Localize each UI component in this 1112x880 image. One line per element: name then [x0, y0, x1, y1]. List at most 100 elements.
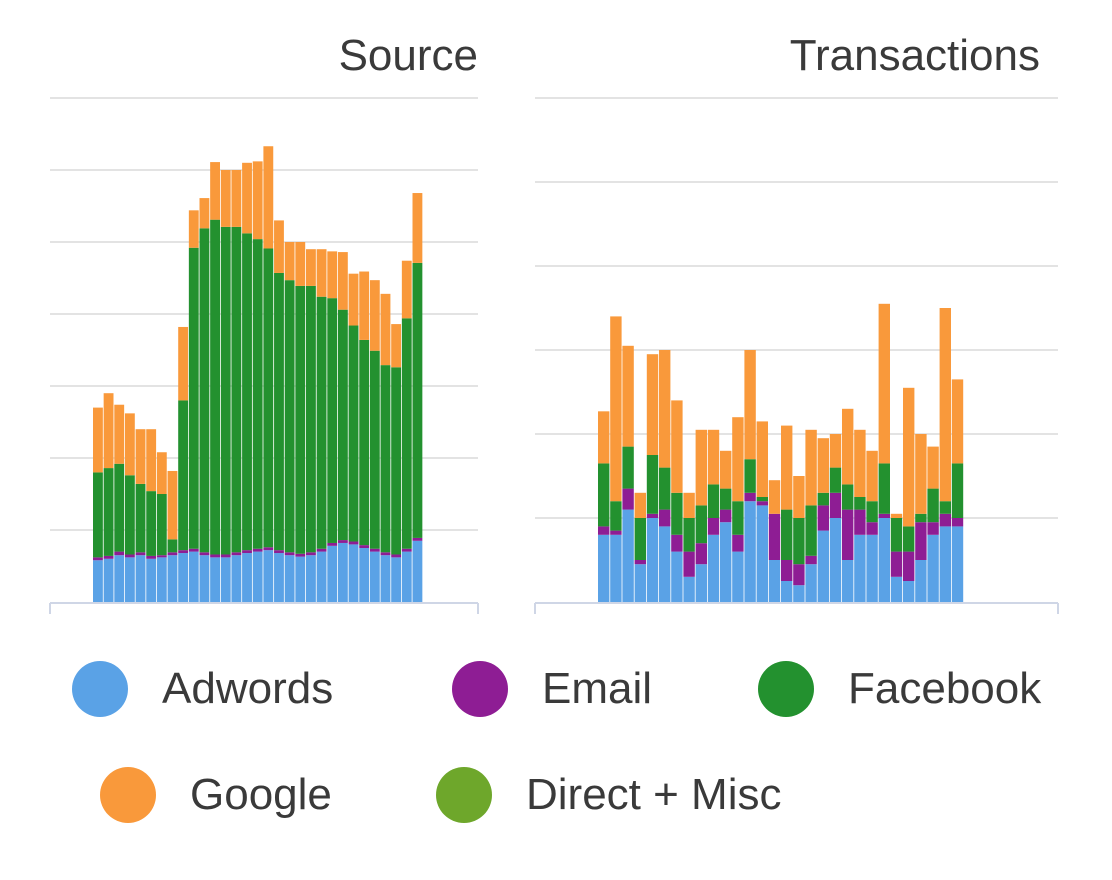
transactions-bar-email — [659, 509, 671, 527]
transactions-bar-facebook — [695, 505, 707, 544]
transactions-bar-google — [768, 480, 781, 514]
transactions-bar-google — [732, 417, 744, 502]
legend-item-adwords[interactable]: Adwords — [72, 654, 333, 724]
source-bar-email — [412, 537, 423, 541]
source-bar-adwords — [369, 551, 380, 602]
source-bar-google — [135, 429, 146, 484]
transactions-bar-email — [634, 560, 646, 565]
source-bar-adwords — [284, 555, 295, 602]
transactions-bar-adwords — [915, 560, 927, 602]
source-bar-facebook — [306, 285, 316, 553]
transactions-bar-google — [878, 303, 890, 464]
transactions-bar-google — [890, 513, 903, 518]
source-bar-facebook — [252, 239, 263, 549]
source-bar-adwords — [327, 545, 338, 602]
transactions-bar-google — [939, 308, 951, 502]
source-bar-email — [401, 548, 412, 552]
source-bar-facebook — [359, 339, 370, 546]
transactions-bar-google — [915, 434, 927, 514]
transactions-bar-google — [634, 492, 646, 518]
transactions-bar-adwords — [781, 581, 793, 602]
transactions-bar-adwords — [659, 526, 671, 602]
source-bar-google — [252, 161, 263, 240]
transactions-bar-facebook — [671, 492, 683, 535]
source-bar-adwords — [252, 551, 263, 602]
transactions-bar-email — [951, 518, 964, 527]
source-bar-facebook — [231, 226, 242, 553]
transactions-bar-adwords — [610, 534, 622, 602]
transactions-bar-email — [829, 492, 842, 518]
transactions-bar-google — [903, 387, 915, 527]
source-bar-google — [93, 407, 103, 473]
source-bar-google — [295, 242, 306, 286]
source-bar-google — [124, 413, 135, 476]
source-bar-google — [401, 260, 412, 319]
source-bar-google — [103, 393, 114, 469]
legend-item-direct-misc[interactable]: Direct + Misc — [436, 760, 781, 830]
source-bar-facebook — [135, 483, 146, 553]
transactions-bar-facebook — [854, 497, 866, 510]
transactions-bar-email — [732, 534, 744, 552]
transactions-bar-email — [817, 505, 829, 531]
legend-item-email[interactable]: Email — [452, 654, 652, 724]
transactions-bar-facebook — [646, 455, 659, 514]
source-bar-facebook — [316, 296, 327, 549]
source-bar-email — [369, 548, 380, 552]
transactions-bar-adwords — [683, 576, 695, 602]
transactions-bar-adwords — [695, 564, 707, 602]
source-bar-adwords — [359, 548, 370, 602]
source-bar-email — [391, 554, 402, 558]
legend-label-email: Email — [542, 664, 653, 713]
source-bar-google — [284, 242, 295, 281]
source-bar-email — [316, 548, 327, 552]
transactions-bar-facebook — [732, 501, 744, 535]
transactions-bar-google — [598, 411, 610, 464]
transactions-bar-google — [805, 429, 817, 506]
transactions-bar-email — [707, 518, 720, 535]
transactions-bar-email — [598, 526, 610, 535]
source-bar-google — [146, 429, 157, 492]
source-bar-email — [359, 545, 370, 548]
source-bar-google — [242, 162, 252, 234]
legend-label-facebook: Facebook — [848, 664, 1042, 713]
source-bar-facebook — [220, 226, 231, 555]
transactions-bar-adwords — [793, 585, 805, 602]
transactions-bar-google — [866, 450, 878, 502]
source-bar-facebook — [210, 219, 220, 555]
transactions-bar-google — [817, 438, 829, 493]
source-bar-adwords — [316, 551, 327, 602]
source-bar-facebook — [103, 468, 114, 556]
transactions-bar-google — [707, 429, 720, 485]
source-bar-adwords — [380, 555, 391, 602]
source-bar-google — [156, 452, 167, 494]
source-bar-adwords — [348, 544, 359, 602]
legend-item-facebook[interactable]: Facebook — [758, 654, 1041, 724]
transactions-bar-google — [829, 434, 842, 468]
source-bar-google — [306, 249, 316, 286]
source-bar-email — [93, 557, 103, 561]
source-bar-adwords — [242, 553, 252, 602]
transactions-bar-facebook — [598, 463, 610, 527]
source-bar-facebook — [348, 325, 359, 542]
source-bar-google — [199, 198, 210, 229]
source-bar-facebook — [380, 365, 391, 553]
transactions-bar-email — [805, 555, 817, 565]
source-bar-google — [327, 251, 338, 299]
source-bar-email — [124, 554, 135, 558]
source-bar-google — [337, 252, 348, 310]
source-bar-adwords — [263, 550, 274, 602]
legend-label-direct-misc: Direct + Misc — [526, 770, 782, 819]
transactions-bar-email — [695, 543, 707, 565]
source-bar-adwords — [391, 557, 402, 602]
source-bar-google — [231, 170, 242, 227]
source-bar-adwords — [220, 557, 231, 602]
source-bar-email — [188, 548, 199, 552]
transactions-bar-google — [671, 400, 683, 493]
source-bar-google — [391, 324, 402, 368]
legend-item-google[interactable]: Google — [100, 760, 332, 830]
source-bar-email — [114, 551, 125, 556]
source-bar-google — [220, 170, 231, 227]
transactions-bar-email — [939, 513, 951, 527]
source-bar-adwords — [210, 557, 220, 602]
transactions-bar-adwords — [622, 509, 634, 602]
